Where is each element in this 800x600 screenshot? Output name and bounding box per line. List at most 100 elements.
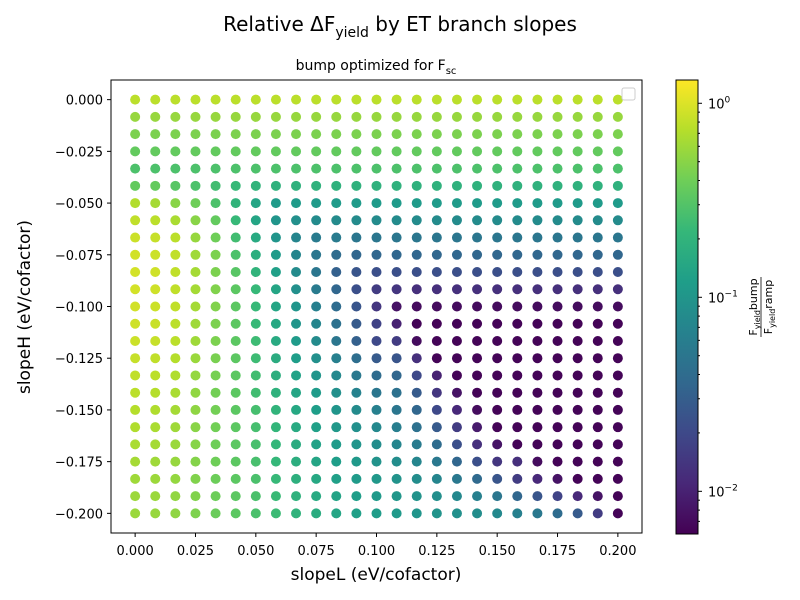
data-point — [391, 335, 402, 346]
data-point — [592, 301, 603, 312]
data-point — [170, 249, 181, 260]
data-point — [431, 456, 442, 467]
data-point — [331, 422, 342, 433]
data-point — [291, 284, 302, 295]
data-point — [512, 353, 523, 364]
data-point — [130, 215, 141, 226]
data-point — [592, 129, 603, 140]
data-point — [351, 491, 362, 502]
data-point — [451, 318, 462, 329]
data-point — [451, 94, 462, 105]
data-point — [210, 180, 221, 191]
data-point — [492, 491, 503, 502]
data-point — [170, 180, 181, 191]
data-point — [291, 198, 302, 209]
data-point — [612, 267, 623, 278]
x-tick-label: 0.175 — [539, 544, 576, 559]
data-point — [512, 387, 523, 398]
data-point — [190, 301, 201, 312]
data-point — [130, 439, 141, 450]
data-point — [351, 439, 362, 450]
data-point — [492, 473, 503, 484]
data-point — [170, 370, 181, 381]
data-point — [451, 232, 462, 243]
data-point — [532, 370, 543, 381]
data-point — [612, 146, 623, 157]
data-point — [291, 353, 302, 364]
data-point — [552, 215, 563, 226]
data-point — [451, 129, 462, 140]
data-point — [130, 180, 141, 191]
data-point — [331, 491, 342, 502]
data-point — [230, 370, 241, 381]
data-point — [552, 94, 563, 105]
data-point — [552, 111, 563, 122]
data-point — [431, 335, 442, 346]
data-point — [612, 473, 623, 484]
x-axis-ticks: 0.000 0.025 0.050 0.075 0.100 0.125 0.150 0.175… — [117, 533, 636, 559]
data-point — [210, 422, 221, 433]
colorbar-tick-label: 100 — [708, 95, 731, 112]
data-point — [472, 129, 483, 140]
data-point — [512, 335, 523, 346]
data-point — [552, 129, 563, 140]
data-point — [351, 422, 362, 433]
data-point — [130, 491, 141, 502]
data-point — [270, 129, 281, 140]
data-point — [170, 198, 181, 209]
data-point — [532, 249, 543, 260]
data-point — [210, 491, 221, 502]
data-point — [250, 318, 261, 329]
data-point — [592, 404, 603, 415]
data-point — [532, 267, 543, 278]
data-point — [612, 404, 623, 415]
data-point — [311, 129, 322, 140]
data-point — [230, 94, 241, 105]
data-point — [311, 456, 322, 467]
data-point — [170, 163, 181, 174]
data-point — [230, 198, 241, 209]
chart-subtitle: bump optimized for Fsc — [296, 58, 457, 77]
data-point — [512, 439, 523, 450]
data-point — [532, 284, 543, 295]
y-axis-ticks: 0.000 −0.025 −0.050 −0.075 −0.100 −0.125 −0.15… — [55, 94, 111, 522]
data-point — [190, 422, 201, 433]
data-point — [371, 249, 382, 260]
y-tick-label: −0.100 — [55, 301, 103, 316]
data-point — [391, 473, 402, 484]
data-point — [371, 387, 382, 398]
data-point — [552, 439, 563, 450]
colorbar — [675, 79, 699, 535]
data-point — [512, 111, 523, 122]
data-point — [130, 473, 141, 484]
data-point — [371, 163, 382, 174]
data-point — [552, 370, 563, 381]
data-point — [472, 180, 483, 191]
data-point — [351, 284, 362, 295]
data-point — [270, 249, 281, 260]
data-point — [492, 146, 503, 157]
data-point — [230, 267, 241, 278]
data-point — [230, 335, 241, 346]
data-point — [291, 146, 302, 157]
data-point — [431, 180, 442, 191]
data-point — [331, 284, 342, 295]
data-point — [130, 163, 141, 174]
data-point — [532, 404, 543, 415]
data-point — [431, 301, 442, 312]
data-point — [512, 215, 523, 226]
data-point — [150, 163, 161, 174]
data-point — [552, 249, 563, 260]
data-point — [230, 491, 241, 502]
data-point — [190, 180, 201, 191]
data-point — [431, 387, 442, 398]
data-point — [190, 508, 201, 519]
data-point — [230, 508, 241, 519]
data-point — [592, 232, 603, 243]
data-point — [492, 422, 503, 433]
data-point — [351, 146, 362, 157]
data-point — [230, 422, 241, 433]
data-point — [270, 267, 281, 278]
data-point — [431, 404, 442, 415]
data-point — [512, 267, 523, 278]
